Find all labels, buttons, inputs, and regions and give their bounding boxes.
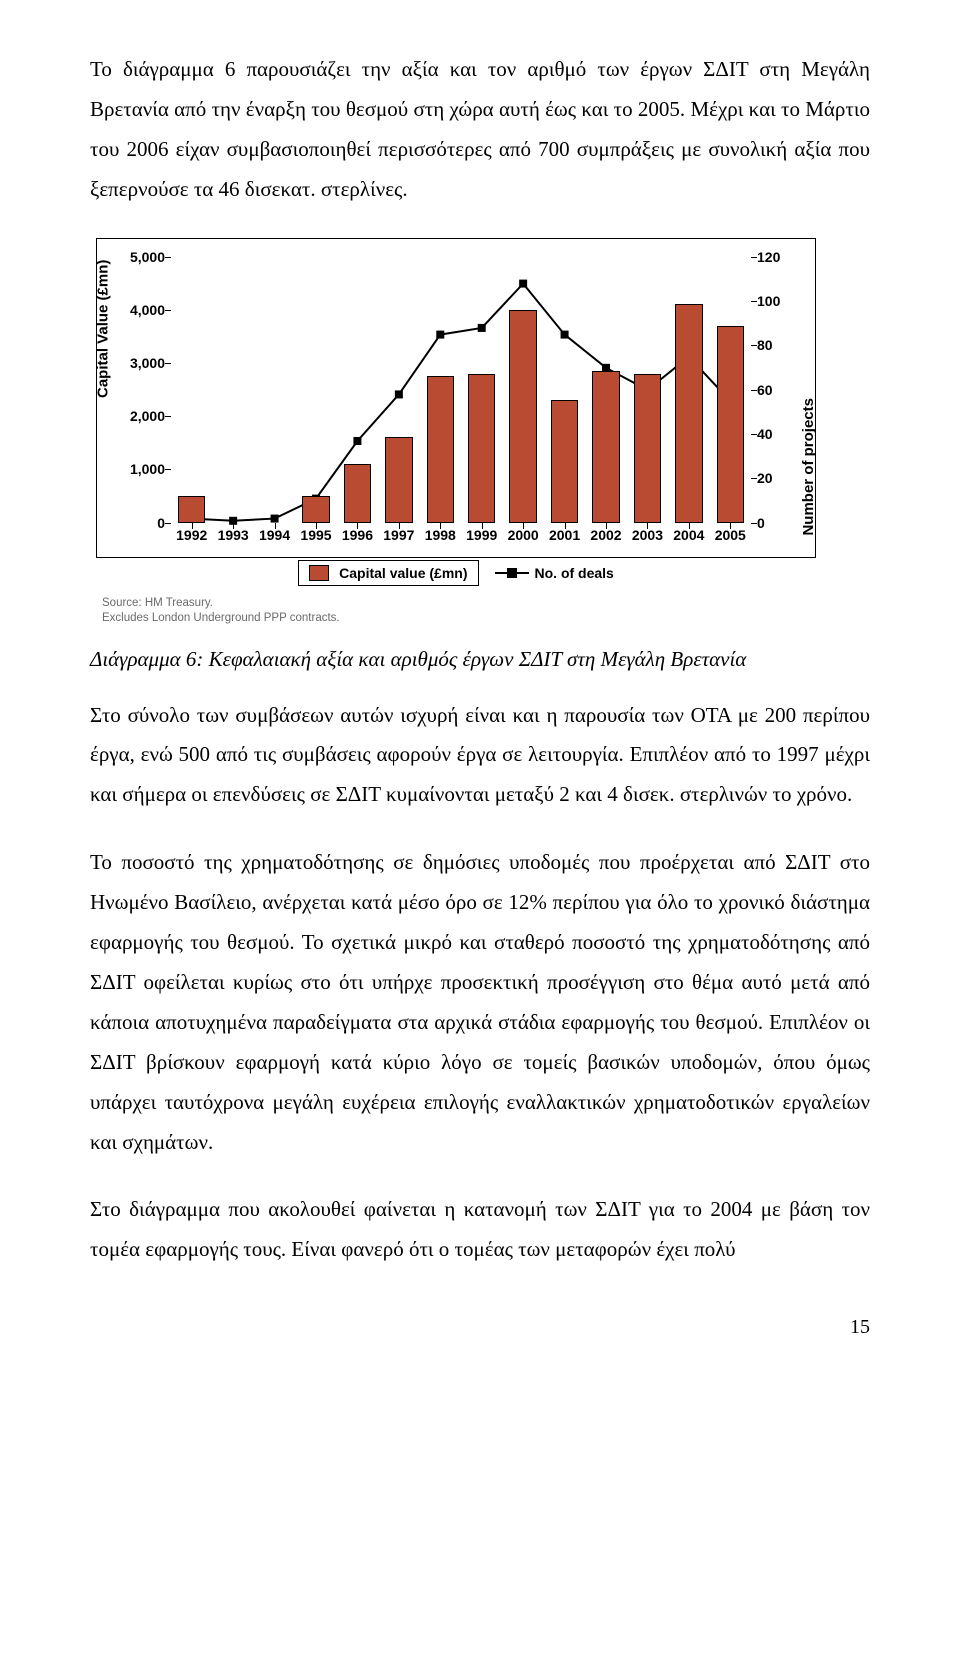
chart-bar bbox=[717, 326, 744, 523]
legend-line-marker-icon bbox=[495, 566, 529, 580]
paragraph-3: Το ποσοστό της χρηματοδότησης σε δημόσιε… bbox=[90, 843, 870, 1162]
chart-bar bbox=[468, 374, 495, 523]
y-right-axis-title: Number of projects bbox=[801, 398, 818, 536]
paragraph-4: Στο διάγραμμα που ακολουθεί φαίνεται η κ… bbox=[90, 1190, 870, 1270]
page-container: Το διάγραμμα 6 παρουσιάζει την αξία και … bbox=[0, 0, 960, 1379]
chart-bar bbox=[178, 496, 205, 523]
chart-bar bbox=[302, 496, 329, 523]
chart-bar bbox=[509, 310, 536, 523]
page-number: 15 bbox=[90, 1316, 870, 1339]
chart-line-svg bbox=[171, 257, 751, 523]
figure-caption: Διάγραμμα 6: Κεφαλαιακή αξία και αριθμός… bbox=[90, 647, 870, 672]
chart-bar bbox=[592, 371, 619, 523]
chart-bar bbox=[551, 400, 578, 522]
source-line-2: Excludes London Underground PPP contract… bbox=[102, 611, 870, 627]
y-left-axis-title: Capital Value (£mn) bbox=[95, 259, 112, 397]
chart-bar bbox=[344, 464, 371, 523]
chart-figure: Capital Value (£mn) Number of projects 0… bbox=[96, 238, 870, 627]
chart-source: Source: HM Treasury. Excludes London Und… bbox=[102, 596, 870, 627]
chart-bar bbox=[385, 437, 412, 522]
chart-marker bbox=[436, 330, 444, 338]
chart-marker bbox=[353, 437, 361, 445]
legend-bar-label: Capital value (£mn) bbox=[339, 565, 467, 581]
legend-line: No. of deals bbox=[495, 565, 614, 581]
chart-marker bbox=[478, 323, 486, 331]
chart-bar bbox=[427, 376, 454, 522]
chart-marker bbox=[395, 390, 403, 398]
chart-marker bbox=[519, 279, 527, 287]
chart-plot-area: 01,0002,0003,0004,0005,00002040608010012… bbox=[171, 257, 751, 523]
legend-swatch-icon bbox=[309, 565, 329, 581]
chart-legend: Capital value (£mn) No. of deals bbox=[96, 560, 816, 586]
chart-box: Capital Value (£mn) Number of projects 0… bbox=[96, 238, 816, 558]
paragraph-1: Το διάγραμμα 6 παρουσιάζει την αξία και … bbox=[90, 50, 870, 210]
chart-bar bbox=[634, 374, 661, 523]
chart-marker bbox=[561, 330, 569, 338]
chart-marker bbox=[271, 514, 279, 522]
chart-bar bbox=[675, 304, 702, 522]
legend-bar: Capital value (£mn) bbox=[298, 560, 478, 586]
source-line-1: Source: HM Treasury. bbox=[102, 596, 870, 612]
legend-line-label: No. of deals bbox=[535, 565, 614, 581]
paragraph-2: Στο σύνολο των συμβάσεων αυτών ισχυρή εί… bbox=[90, 696, 870, 816]
